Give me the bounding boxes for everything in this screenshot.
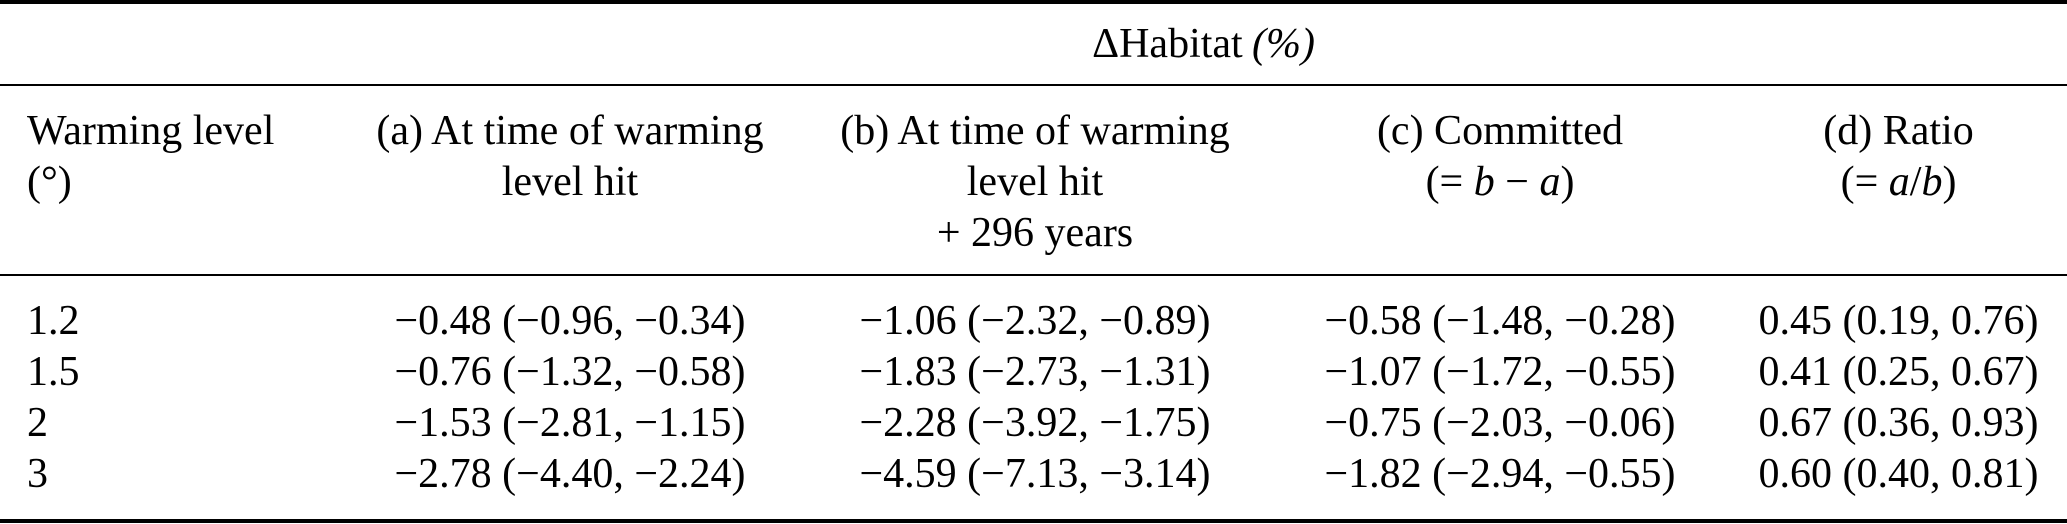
habitat-at-hit-plus-296-cell: −2.28 (−3.92, −1.75)	[859, 400, 1211, 446]
formula-close: )	[1560, 159, 1575, 205]
formula-var-a: a	[1539, 159, 1561, 205]
formula-var-b: b	[1473, 159, 1495, 205]
habitat-at-hit-plus-296-cell: −4.59 (−7.13, −3.14)	[859, 451, 1211, 497]
warming-level-cell: 2	[27, 400, 48, 446]
header-committed: (c) Committed (= b − a)	[1270, 85, 1730, 276]
header-d-title: (d) Ratio	[1823, 108, 1974, 154]
committed-cell: −1.07 (−1.72, −0.55)	[1324, 349, 1676, 395]
header-b-line2: level hit	[966, 159, 1104, 205]
table-title: ΔHabitat	[1092, 21, 1243, 67]
header-at-time-of-hit: (a) At time of warming level hit	[340, 85, 800, 276]
header-b-line3: + 296 years	[936, 210, 1134, 256]
header-warming-level-line1: Warming level	[27, 108, 275, 154]
table-row: 3 −2.78 (−4.40, −2.24) −4.59 (−7.13, −3.…	[0, 449, 2067, 521]
committed-cell: −0.58 (−1.48, −0.28)	[1324, 298, 1676, 344]
habitat-at-hit-cell: −0.48 (−0.96, −0.34)	[394, 298, 746, 344]
table-body: 1.2 −0.48 (−0.96, −0.34) −1.06 (−2.32, −…	[0, 275, 2067, 521]
table-row: 1.2 −0.48 (−0.96, −0.34) −1.06 (−2.32, −…	[0, 275, 2067, 347]
header-b-line1: (b) At time of warming	[840, 108, 1230, 154]
header-ratio: (d) Ratio (= a/b)	[1730, 85, 2067, 276]
ratio-cell: 0.67 (0.36, 0.93)	[1758, 400, 2039, 446]
table-title-row: ΔHabitat (%)	[0, 2, 2067, 86]
table-header-row: Warming level (°) (a) At time of warming…	[0, 85, 2067, 276]
table-row: 1.5 −0.76 (−1.32, −0.58) −1.83 (−2.73, −…	[0, 347, 2067, 398]
header-warming-level-unit: (°)	[27, 159, 72, 205]
table-title-unit: (%)	[1251, 21, 1315, 67]
formula-minus: −	[1494, 159, 1540, 205]
header-a-line2: level hit	[501, 159, 639, 205]
table-head: ΔHabitat (%) Warming level (°) (a) At tim…	[0, 2, 2067, 276]
header-c-title: (c) Committed	[1376, 108, 1624, 154]
committed-cell: −1.82 (−2.94, −0.55)	[1324, 451, 1676, 497]
habitat-at-hit-plus-296-cell: −1.83 (−2.73, −1.31)	[859, 349, 1211, 395]
header-at-time-of-hit-plus-296: (b) At time of warming level hit + 296 y…	[800, 85, 1270, 276]
committed-cell: −0.75 (−2.03, −0.06)	[1324, 400, 1676, 446]
header-c-formula: (= b − a)	[1270, 157, 1730, 208]
formula-open: (=	[1425, 159, 1474, 205]
formula-var-b: b	[1921, 159, 1943, 205]
formula-open: (=	[1840, 159, 1889, 205]
header-a-line1: (a) At time of warming	[376, 108, 764, 154]
habitat-at-hit-cell: −0.76 (−1.32, −0.58)	[394, 349, 746, 395]
habitat-at-hit-cell: −2.78 (−4.40, −2.24)	[394, 451, 746, 497]
table-title-cell: ΔHabitat (%)	[340, 2, 2067, 86]
ratio-cell: 0.60 (0.40, 0.81)	[1758, 451, 2039, 497]
header-warming-level: Warming level (°)	[0, 85, 340, 276]
title-row-spacer	[0, 2, 340, 86]
table-row: 2 −1.53 (−2.81, −1.15) −2.28 (−3.92, −1.…	[0, 398, 2067, 449]
habitat-at-hit-cell: −1.53 (−2.81, −1.15)	[394, 400, 746, 446]
habitat-at-hit-plus-296-cell: −1.06 (−2.32, −0.89)	[859, 298, 1211, 344]
formula-close: )	[1942, 159, 1957, 205]
formula-slash: /	[1909, 159, 1922, 205]
header-d-formula: (= a/b)	[1730, 157, 2067, 208]
warming-level-cell: 3	[27, 451, 48, 497]
warming-level-cell: 1.5	[27, 349, 80, 395]
ratio-cell: 0.41 (0.25, 0.67)	[1758, 349, 2039, 395]
warming-level-cell: 1.2	[27, 298, 80, 344]
ratio-cell: 0.45 (0.19, 0.76)	[1758, 298, 2039, 344]
formula-var-a: a	[1888, 159, 1910, 205]
